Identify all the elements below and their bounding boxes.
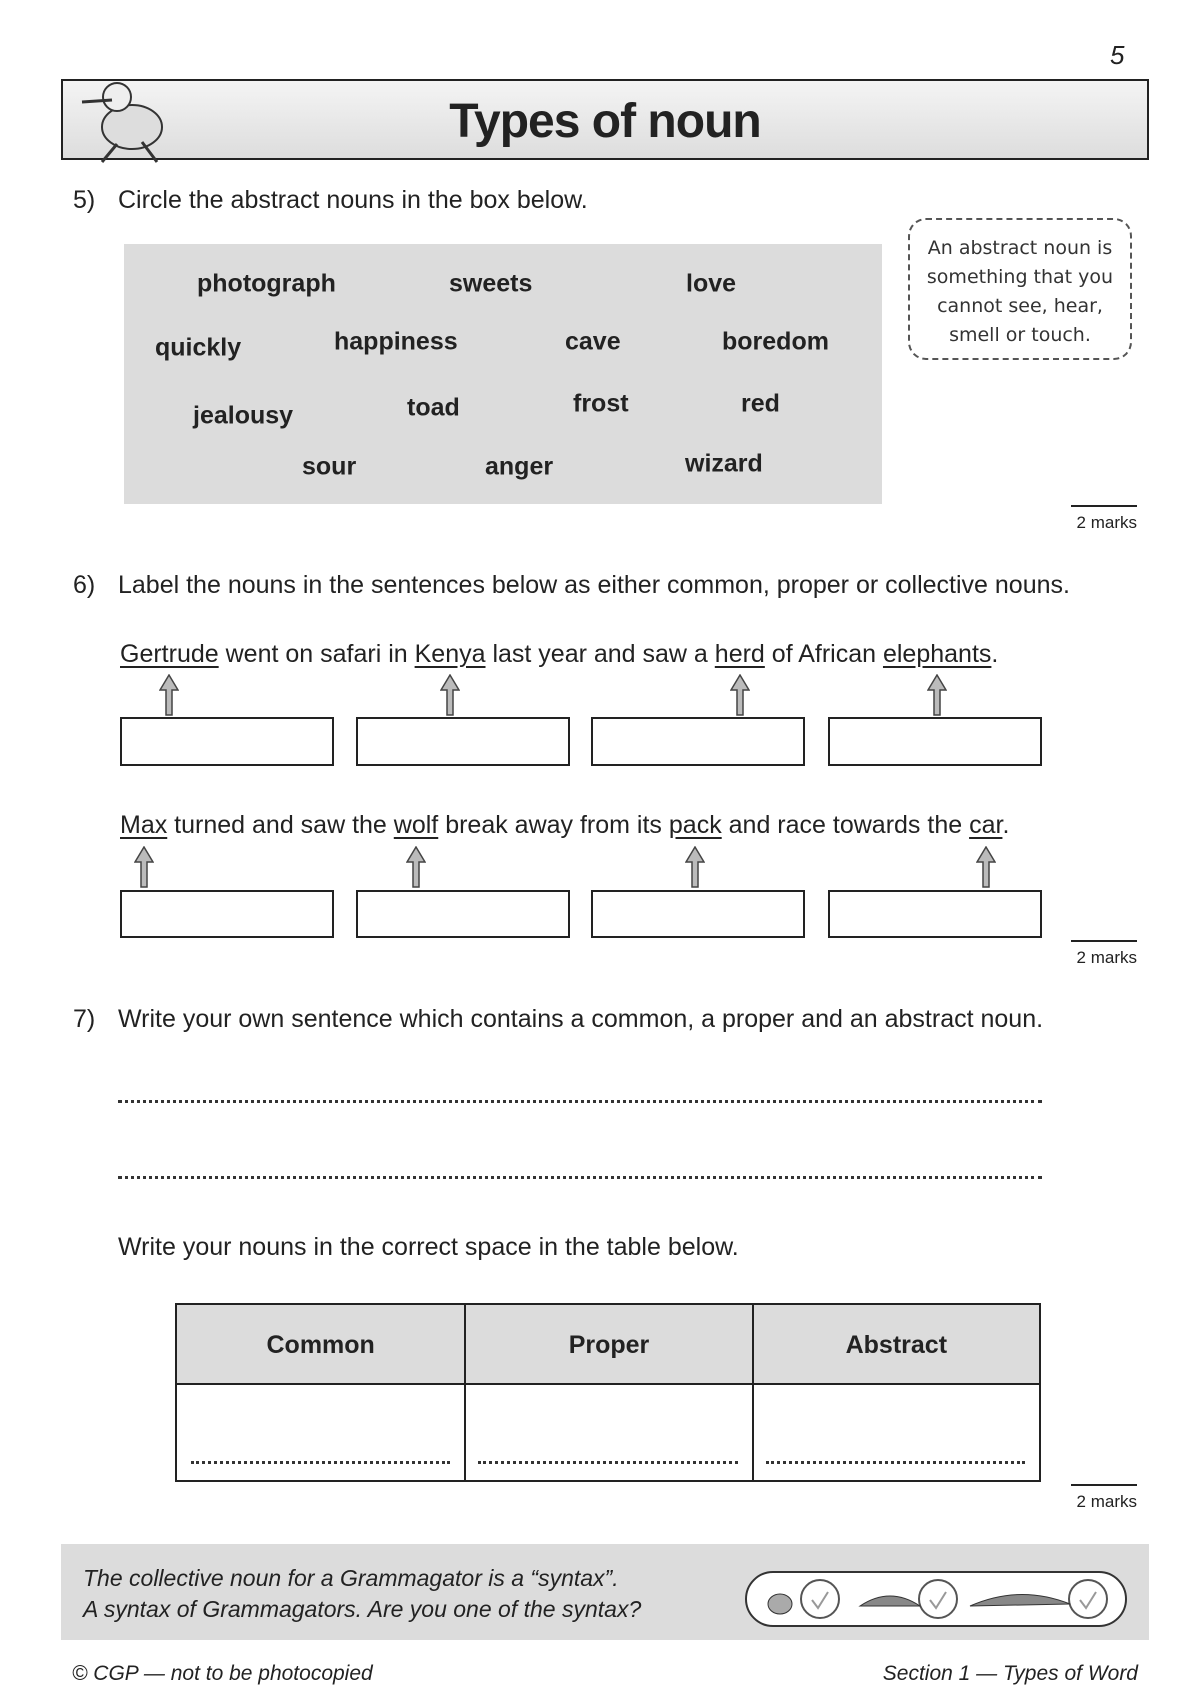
answer-dots — [765, 1461, 1025, 1464]
footer-note: The collective noun for a Grammagator is… — [83, 1565, 619, 1591]
word: love — [686, 269, 737, 298]
word: frost — [573, 389, 629, 418]
word: sour — [302, 452, 357, 481]
table-header-cell: Abstract — [751, 1305, 1039, 1385]
instruction: Write your nouns in the correct space in… — [118, 1233, 739, 1261]
sentence-part: break away from its — [438, 811, 669, 839]
noun: Gertrude — [120, 640, 219, 668]
noun: elephants — [882, 640, 992, 668]
word: red — [741, 389, 780, 418]
question-prompt: Label the nouns in the sentences below a… — [118, 571, 1070, 599]
arrow — [159, 674, 180, 716]
sentence-part: of African — [764, 640, 883, 668]
noun: pack — [668, 811, 722, 839]
word: happiness — [334, 327, 458, 356]
answer-dots — [478, 1461, 738, 1464]
sentence-part: . — [1002, 811, 1010, 839]
sentence-part: last year and saw a — [485, 640, 715, 668]
progress-icons — [745, 1571, 1127, 1627]
word: sweets — [449, 269, 533, 298]
sentence: Max turned and saw the wolf break away f… — [120, 811, 1009, 840]
question-number: 6) — [73, 571, 96, 599]
answer-line — [118, 1100, 1042, 1103]
answer-box — [591, 890, 805, 938]
noun: herd — [714, 640, 765, 668]
word: boredom — [722, 327, 829, 356]
word: wizard — [685, 449, 763, 478]
arrow — [927, 674, 948, 716]
noun: wolf — [393, 811, 439, 839]
word: cave — [565, 327, 621, 356]
arrow — [729, 674, 750, 716]
tip-box: An abstract noun is something that you can… — [908, 218, 1132, 360]
title: Types of noun — [449, 95, 761, 148]
tip-line: smell or touch. — [949, 324, 1091, 346]
page-number: 5 — [1110, 40, 1125, 70]
sentence-part: turned and saw the — [167, 811, 394, 839]
marks: 2 marks — [1076, 1492, 1137, 1511]
marks: 2 marks — [1076, 948, 1137, 967]
question-number: 5) — [73, 186, 96, 214]
footer-note: A syntax of Grammagators. Are you one of… — [83, 1596, 642, 1622]
tip-line: something that you — [926, 266, 1114, 288]
table-header-cell: Common — [177, 1305, 465, 1385]
word: quickly — [155, 333, 242, 362]
sentence-part: . — [991, 640, 999, 668]
copyright: © CGP — not to be photocopied — [72, 1662, 373, 1685]
table-header-cell: Proper — [464, 1305, 752, 1385]
noun: car — [969, 811, 1003, 839]
arrow — [685, 846, 706, 888]
marks-line — [1071, 940, 1137, 942]
table-cell — [751, 1385, 1039, 1480]
word-box — [124, 244, 882, 504]
question-number: 7) — [73, 1005, 96, 1033]
header-bar — [61, 79, 1149, 160]
answer-dots — [191, 1461, 451, 1464]
marks-line — [1071, 505, 1137, 507]
answer-box — [591, 717, 805, 766]
answer-box — [356, 890, 570, 938]
table-cell — [464, 1385, 751, 1480]
sentence-part: and race towards the — [721, 811, 970, 839]
noun: Max — [120, 811, 168, 839]
section: Section 1 — Types of Word — [882, 1662, 1138, 1685]
marks: 2 marks — [1076, 513, 1137, 532]
noun: Kenya — [414, 640, 486, 668]
marks-line — [1071, 1484, 1137, 1486]
question-prompt: Write your own sentence which contains a… — [118, 1005, 1044, 1033]
word: toad — [407, 393, 460, 422]
table-cell — [177, 1385, 464, 1480]
tip-line: cannot see, hear, — [937, 295, 1103, 317]
sentence-part: went on safari in — [218, 640, 415, 668]
answer-box — [120, 717, 334, 766]
tip-line: An abstract noun is — [927, 237, 1113, 259]
answer-box — [120, 890, 334, 938]
answer-table: Common Proper Abstract — [175, 1303, 1041, 1482]
answer-box — [828, 717, 1042, 766]
answer-line — [118, 1176, 1042, 1179]
word: photograph — [197, 269, 336, 298]
answer-box — [356, 717, 570, 766]
word: jealousy — [193, 401, 294, 430]
word: anger — [485, 452, 554, 481]
answer-box — [828, 890, 1042, 938]
arrow — [975, 846, 996, 888]
arrow — [440, 674, 461, 716]
arrow — [406, 846, 427, 888]
arrow — [133, 846, 154, 888]
sentence: Gertrude went on safari in Kenya last ye… — [120, 640, 998, 669]
mascot — [81, 82, 163, 163]
question-prompt: Circle the abstract nouns in the box bel… — [118, 186, 588, 214]
